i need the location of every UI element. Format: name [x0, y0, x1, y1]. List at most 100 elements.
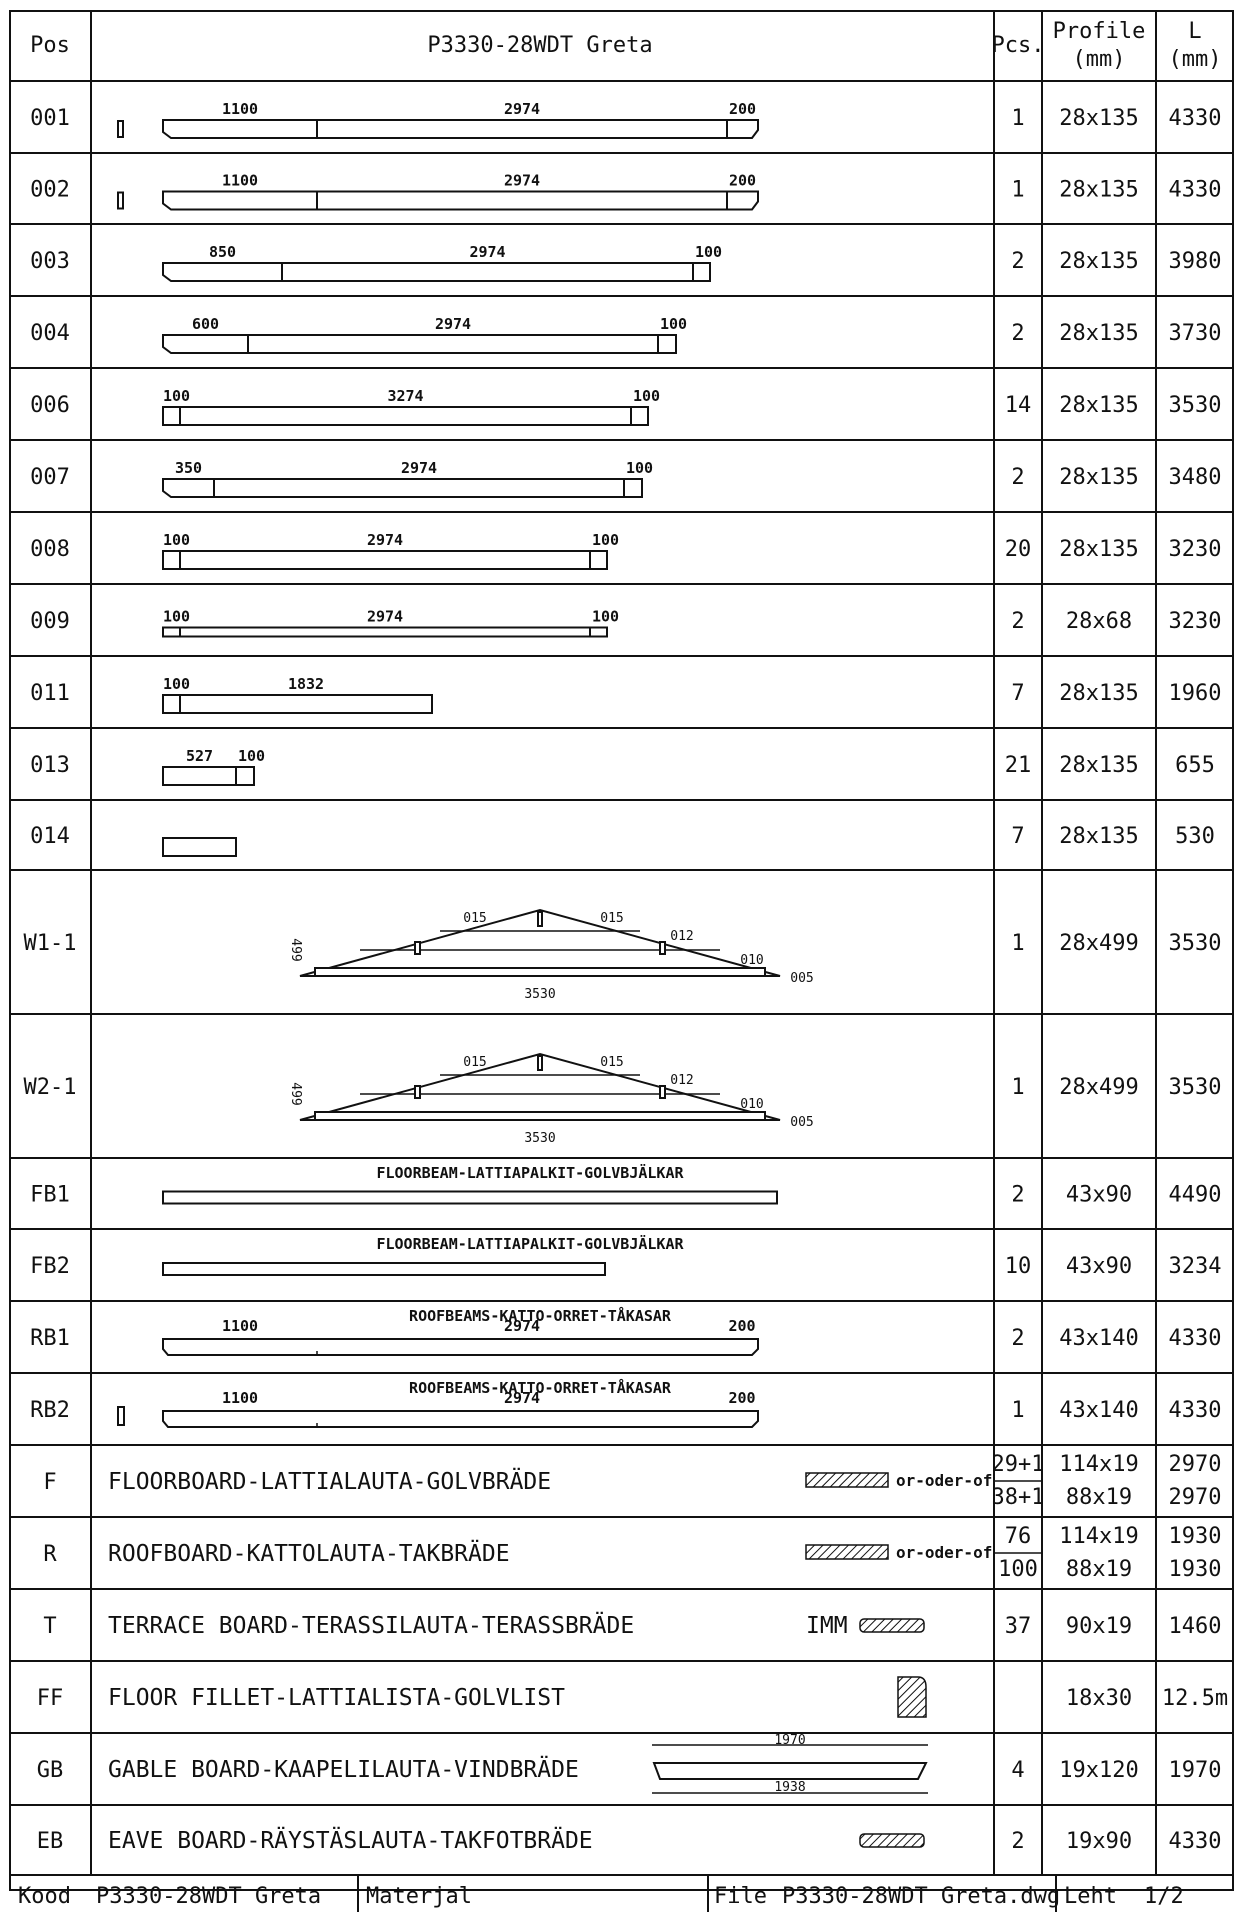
- plank-segment: [281, 262, 694, 282]
- length-cell: 3234: [1169, 1254, 1222, 1279]
- table-row: F FLOORBOARD-LATTIALAUTA-GOLVBRÄDE 29+1 38+…: [43, 1452, 1221, 1510]
- pcs-cell: 7: [1011, 681, 1024, 706]
- pos-cell: 001: [30, 106, 70, 131]
- plank-segment: [726, 190, 759, 211]
- length-cell: 4330: [1169, 1829, 1222, 1854]
- length-cell: 2970: [1169, 1485, 1222, 1510]
- truss-part-label: 012: [670, 1073, 693, 1088]
- plank-segment: [162, 190, 318, 211]
- table-row: EB EAVE BOARD-RÄYSTÄSLAUTA-TAKFOTBRÄDE 2 19…: [37, 1826, 1222, 1854]
- dimension-label: 200: [728, 1389, 755, 1407]
- plank-segment: [589, 550, 608, 570]
- plank-segment: [726, 119, 759, 139]
- roof-beam-drawing: [162, 1338, 759, 1356]
- dimension-label: 2974: [504, 1389, 540, 1407]
- truss-web: [414, 1085, 421, 1099]
- table-row: 004 2 28x135 3730 600 2974 100: [30, 315, 1222, 354]
- profile-cell: 28x135: [1059, 178, 1138, 203]
- dimension-label: 1100: [222, 172, 258, 190]
- truss-part-label: 015: [600, 1055, 623, 1070]
- dimension-label: 850: [209, 243, 236, 261]
- table-row: 014 7 28x135 530: [30, 824, 1215, 857]
- profile-cell: 28x499: [1059, 931, 1138, 956]
- dimension-label: 100: [626, 459, 653, 477]
- length-cell: 3980: [1169, 249, 1222, 274]
- pos-cell: 008: [30, 537, 70, 562]
- profile-cell: 28x499: [1059, 1075, 1138, 1100]
- table-row: 013 21 28x135 655 527 100: [30, 747, 1215, 786]
- pcs-cell: 20: [1005, 537, 1032, 562]
- roof-beam-drawing: [162, 1410, 759, 1428]
- pos-cell: FF: [37, 1686, 64, 1711]
- profile-cell: 28x135: [1059, 465, 1138, 490]
- pos-cell: W1-1: [24, 931, 77, 956]
- dimension-label: 2974: [367, 531, 403, 549]
- profile-cell: 114x19: [1059, 1524, 1138, 1549]
- header-title: P3330-28WDT Greta: [427, 33, 652, 58]
- length-cell: 4330: [1169, 178, 1222, 203]
- end-tag-mark: [117, 191, 124, 210]
- pos-cell: 011: [30, 681, 70, 706]
- plank-segment: [247, 334, 659, 354]
- plank-segment: [657, 334, 677, 354]
- dimension-label: 100: [163, 608, 190, 626]
- plank-segment: [179, 694, 433, 714]
- beam-caption: FLOORBEAM-LATTIAPALKIT-GOLVBJÄLKAR: [376, 1234, 684, 1253]
- dimension-label: 100: [163, 531, 190, 549]
- board-description: EAVE BOARD-RÄYSTÄSLAUTA-TAKFOTBRÄDE: [108, 1826, 593, 1854]
- truss-width-label: 3530: [524, 987, 555, 1002]
- pos-cell: EB: [37, 1829, 64, 1854]
- length-cell: 1970: [1169, 1758, 1222, 1783]
- leht-label: Leht: [1064, 1884, 1117, 1909]
- table-row: FB2 10 43x90 3234 FLOORBEAM-LATTIAPALKIT-GOL…: [30, 1234, 1221, 1279]
- plank-segment: [630, 406, 649, 426]
- profile-cell: 43x140: [1059, 1398, 1138, 1423]
- length-cell: 3730: [1169, 321, 1222, 346]
- truss-king-post: [537, 911, 543, 927]
- pcs-cell: 29+1: [992, 1452, 1045, 1477]
- board-description: TERRACE BOARD-TERASSILAUTA-TERASSBRÄDE: [108, 1611, 634, 1639]
- pcs-cell: 2: [1011, 465, 1024, 490]
- pcs-cell: 37: [1005, 1614, 1032, 1639]
- profile-cell: 90x19: [1066, 1614, 1132, 1639]
- length-cell: 3530: [1169, 931, 1222, 956]
- plank-segment: [316, 190, 728, 211]
- dimension-label: 1832: [288, 675, 324, 693]
- dimension-label: 2974: [401, 459, 437, 477]
- profile-cell: 28x68: [1066, 609, 1132, 634]
- truss-part-label: 005: [790, 1115, 813, 1130]
- truss-height-label: 499: [288, 1082, 303, 1105]
- profile-cell: 28x135: [1059, 321, 1138, 346]
- table-header: Pos P3330-28WDT Greta Pcs. Profile (mm) …: [30, 19, 1221, 72]
- dimension-label: 527: [186, 747, 213, 765]
- kood-value: P3330-28WDT Greta: [96, 1884, 321, 1909]
- board-section-hatch: [805, 1472, 889, 1488]
- profile-cell: 28x135: [1059, 106, 1138, 131]
- profile-cell: 43x90: [1066, 1183, 1132, 1208]
- pcs-cell: 14: [1005, 393, 1032, 418]
- truss-web: [659, 1085, 666, 1099]
- length-cell: 1460: [1169, 1614, 1222, 1639]
- plank-segment: [162, 262, 283, 282]
- title-block: Kood P3330-28WDT Greta Materjal File P33…: [18, 1884, 1184, 1909]
- pcs-cell: 2: [1011, 1183, 1024, 1208]
- pos-cell: FB2: [30, 1254, 70, 1279]
- plank-segment: [162, 626, 181, 638]
- pos-cell: 007: [30, 465, 70, 490]
- length-cell: 4490: [1169, 1183, 1222, 1208]
- pos-cell: 009: [30, 609, 70, 634]
- truss-part-label: 012: [670, 929, 693, 944]
- dimension-label: 100: [592, 531, 619, 549]
- dimension-label: 200: [728, 1317, 755, 1335]
- file-value: P3330-28WDT Greta.dwg: [782, 1884, 1060, 1909]
- table-row: T TERRACE BOARD-TERASSILAUTA-TERASSBRÄDE 3…: [43, 1611, 1221, 1639]
- plank-segment: [162, 334, 249, 354]
- gable-board-drawing: [652, 1762, 928, 1780]
- table-row: GB GABLE BOARD-KAAPELILAUTA-VINDBRÄDE 4 19x…: [37, 1733, 1222, 1795]
- board-description: FLOORBOARD-LATTIALAUTA-GOLVBRÄDE: [108, 1467, 551, 1495]
- pcs-cell: 2: [1011, 249, 1024, 274]
- pcs-cell: 2: [1011, 321, 1024, 346]
- pos-cell: FB1: [30, 1183, 70, 1208]
- board-section-hatch: [805, 1544, 889, 1560]
- pcs-cell: 1: [1011, 178, 1024, 203]
